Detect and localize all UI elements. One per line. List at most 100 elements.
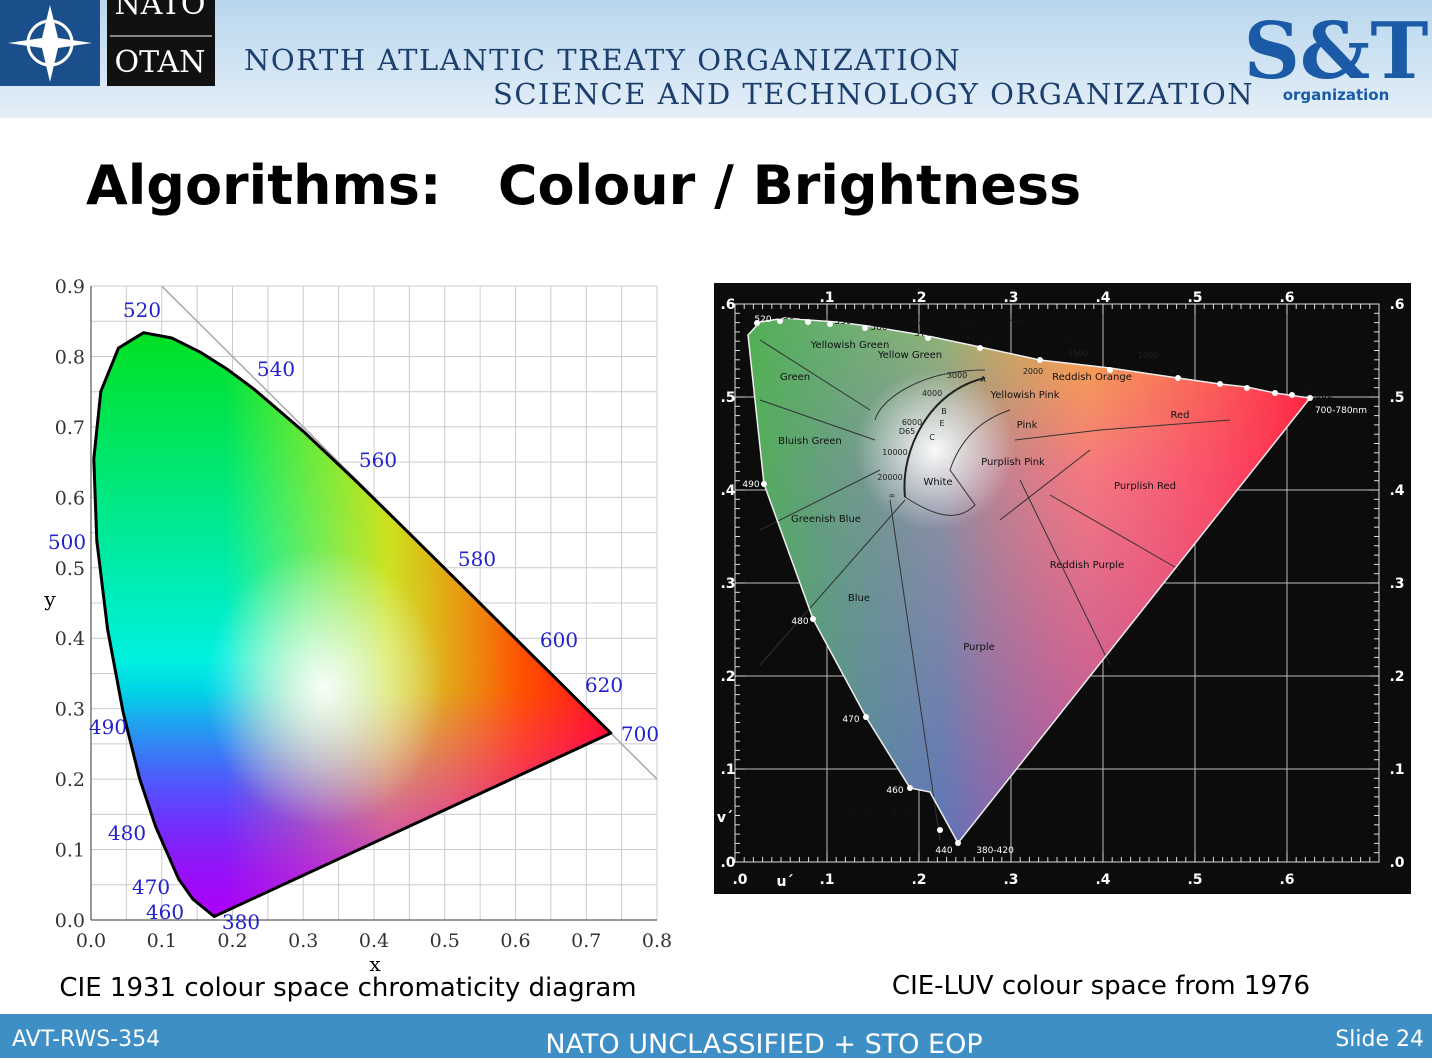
wavelength-label: 580 <box>976 337 993 347</box>
region-label: Greenish Yellow <box>901 318 980 329</box>
wavelength-label: 490 <box>89 715 127 739</box>
gamut-white <box>855 370 1015 530</box>
region-label: Purplish Pink <box>981 457 1045 468</box>
wavelength-dot <box>1175 375 1181 381</box>
x-tick-label: .1 <box>819 290 834 306</box>
y-axis-label: v´ <box>717 810 733 826</box>
wavelength-label: 680 <box>1315 391 1332 401</box>
footer-right: Slide 24 <box>1335 1027 1424 1052</box>
region-label: Purple <box>963 642 995 653</box>
wavelength-label: 470 <box>842 715 859 725</box>
wavelength-dot <box>827 321 833 327</box>
wavelength-label: 530 <box>777 312 794 322</box>
region-label: Green <box>780 372 810 383</box>
region-label: Yellow Green <box>877 350 942 361</box>
x-axis-label: x <box>369 952 381 976</box>
wavelength-dot <box>862 325 868 331</box>
region-label: Bluish Green <box>778 436 842 447</box>
x-tick-label: .1 <box>819 872 834 888</box>
wavelength-dot <box>1244 385 1250 391</box>
temperature-label: 6000 <box>902 418 922 427</box>
y-tick-label: 0.9 <box>55 276 85 298</box>
wavelength-label: 480 <box>108 821 146 845</box>
gamut-white <box>204 547 445 828</box>
region-label: Red <box>1171 410 1190 421</box>
temperature-label: C <box>929 433 935 442</box>
region-label: Orange <box>1049 336 1086 347</box>
otan-text: OTAN <box>115 45 206 80</box>
x-tick-label: .4 <box>1095 872 1110 888</box>
wavelength-dot <box>1107 367 1113 373</box>
y-tick-label: .1 <box>720 762 735 778</box>
region-label: Yellowish Pink <box>989 390 1059 401</box>
wavelength-dot <box>907 785 913 791</box>
y-axis-label: y <box>43 587 56 611</box>
sto-logo: S&T <box>1244 6 1429 97</box>
y-tick-label: 0.3 <box>55 699 85 721</box>
slide-title: Algorithms: Colour / Brightness <box>86 154 1081 217</box>
wavelength-dot <box>955 840 961 846</box>
plot-frame <box>734 303 1380 863</box>
y-tick-label: 0.1 <box>55 840 85 862</box>
x-axis-label: u´ <box>777 874 794 890</box>
temperature-label: 3000 <box>947 371 967 380</box>
y-tick-label: .1 <box>1389 762 1404 778</box>
wavelength-label: 480 <box>791 617 808 627</box>
wavelength-dot <box>1289 392 1295 398</box>
temperature-label: 4000 <box>922 389 942 398</box>
x-tick-label: 0.4 <box>359 930 389 952</box>
wavelength-label: 520 <box>754 315 771 325</box>
region-label: Orange Yellow <box>1001 317 1072 328</box>
footer-left: AVT-RWS-354 <box>12 1027 160 1052</box>
wavelength-label: 640 <box>1266 381 1283 391</box>
wavelength-label: 620 <box>585 673 623 697</box>
wavelength-label: 580 <box>458 547 496 571</box>
y-tick-label: .6 <box>1389 297 1404 313</box>
wavelength-label: 500 <box>48 530 86 554</box>
wavelength-dot <box>761 481 767 487</box>
spectral-locus <box>92 331 613 918</box>
wavelength-dot <box>863 714 869 720</box>
x-tick-label: .2 <box>911 290 926 306</box>
y-tick-label: 0.7 <box>55 417 85 439</box>
y-tick-label: 0.0 <box>55 910 85 932</box>
region-label: Pink <box>1017 420 1038 431</box>
compass-ring <box>26 19 74 67</box>
x-tick-label: .5 <box>1187 872 1202 888</box>
wavelength-dot <box>754 320 760 326</box>
nato-box <box>107 0 215 86</box>
y-tick-label: .5 <box>1389 390 1404 406</box>
x-tick-label: .0 <box>732 872 747 888</box>
x-tick-label: .5 <box>1187 290 1202 306</box>
wavelength-label: 470 <box>132 875 170 899</box>
y-tick-label: .3 <box>1389 576 1404 592</box>
x-tick-label: 0.1 <box>147 930 177 952</box>
wavelength-dot <box>925 335 931 341</box>
x-tick-label: 0.0 <box>76 930 106 952</box>
compass <box>8 5 92 82</box>
y-tick-label: .4 <box>1389 483 1404 499</box>
wavelength-label: 700-780nm <box>1315 406 1367 416</box>
wavelength-dot <box>810 616 816 622</box>
x-tick-label: 0.2 <box>217 930 247 952</box>
y-tick-label: 0.8 <box>55 346 85 368</box>
y-tick-label: .4 <box>720 483 735 499</box>
y-tick-label: .2 <box>1389 669 1404 685</box>
region-label: Blue <box>848 593 870 604</box>
y-tick-label: .2 <box>720 669 735 685</box>
temperature-label: D65 <box>899 427 915 436</box>
planckian-locus <box>903 377 986 498</box>
wavelength-label: 520 <box>123 298 161 322</box>
wavelength-label: 610 <box>1169 366 1186 376</box>
x-tick-label: .3 <box>1003 290 1018 306</box>
wavelength-label: 650 <box>1295 385 1312 395</box>
wavelength-dot <box>805 319 811 325</box>
temperature-label: 1000 <box>1138 351 1158 360</box>
wavelength-dot <box>1307 395 1313 401</box>
footer-center: NATO UNCLASSIFIED + STO EOP <box>545 1029 982 1058</box>
caption: CIE-LUV colour space from 1976 <box>892 971 1310 1001</box>
region-label: Purplish Blue <box>847 807 912 818</box>
wavelength-label: 380 <box>222 910 260 934</box>
region-label: Greenish Blue <box>791 514 861 525</box>
